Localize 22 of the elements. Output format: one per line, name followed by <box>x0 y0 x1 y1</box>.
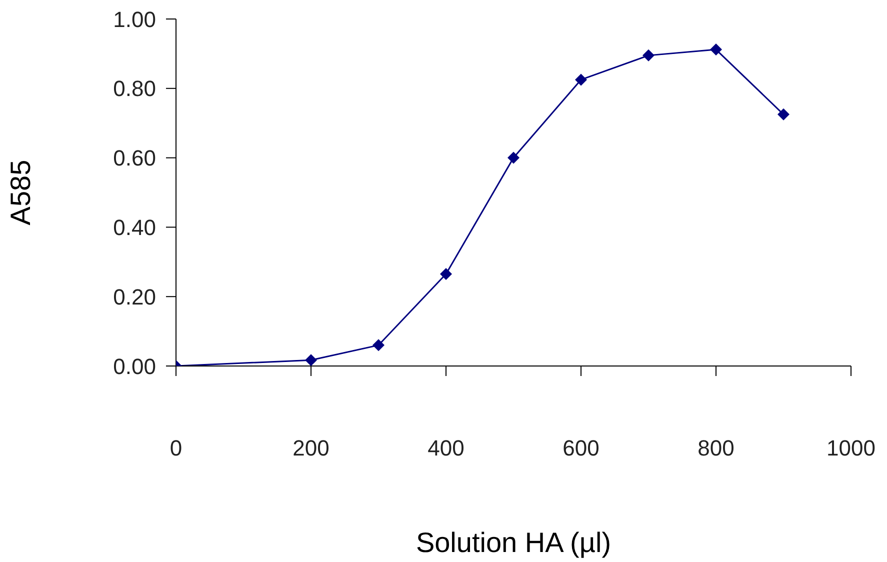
y-tick-label: 0.00 <box>113 354 156 379</box>
point <box>710 44 722 56</box>
y-tick-label: 0.80 <box>113 76 156 102</box>
x-tick-label: 1000 <box>826 436 876 461</box>
y-tick-label: 0.40 <box>113 215 156 240</box>
point <box>508 152 520 164</box>
x-axis-title: Solution HA (µl) <box>416 527 612 558</box>
x-tick-label: 800 <box>698 436 734 461</box>
point <box>642 49 654 62</box>
point <box>305 354 317 366</box>
point <box>440 268 452 280</box>
x-tick-label: 600 <box>562 436 600 461</box>
y-tick-label: 1.00 <box>113 6 156 32</box>
y-tick-label: 0.60 <box>113 146 156 171</box>
x-tick-label: 200 <box>292 436 330 461</box>
y-tick-label: 0.20 <box>113 284 156 310</box>
y-axis-title: A585 <box>4 160 36 226</box>
x-tick-label: 400 <box>428 436 464 461</box>
point <box>575 74 587 86</box>
x-tick-label: 0 <box>170 436 182 461</box>
point <box>778 108 790 120</box>
point <box>372 339 384 352</box>
